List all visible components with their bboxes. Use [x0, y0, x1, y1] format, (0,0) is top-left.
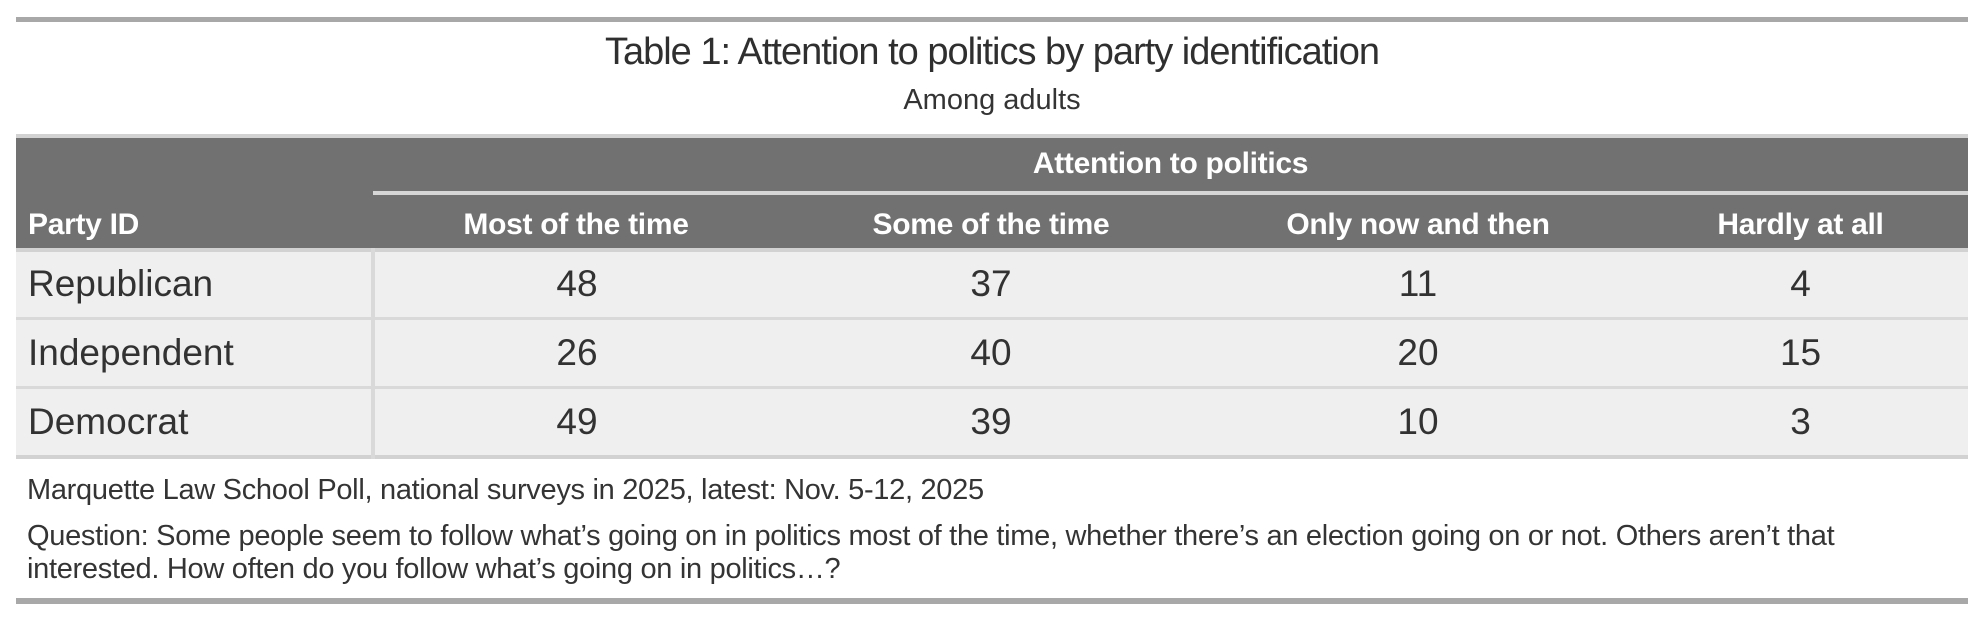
column-header-most-of-the-time: Most of the time [373, 192, 779, 250]
row-label: Independent [16, 317, 375, 388]
table-cell: 26 [373, 317, 779, 388]
row-label: Republican [16, 247, 375, 319]
table-row-independent: Independent 26 40 20 15 [16, 317, 1969, 388]
column-header-row: Party ID Most of the time Some of the ti… [16, 192, 1969, 250]
table-cell: 39 [779, 386, 1203, 457]
column-header-only-now-and-then: Only now and then [1203, 192, 1633, 250]
source-note: Marquette Law School Poll, national surv… [27, 473, 984, 506]
column-header-hardly-at-all: Hardly at all [1633, 192, 1969, 250]
page: Table 1: Attention to politics by party … [0, 17, 1984, 643]
bottom-rule [16, 597, 1968, 604]
table-cell: 3 [1633, 386, 1969, 457]
table-cell: 20 [1203, 317, 1633, 388]
table-row-republican: Republican 48 37 11 4 [16, 247, 1969, 319]
table-cell: 10 [1203, 386, 1633, 457]
group-header-row: Attention to politics [16, 135, 1969, 195]
column-header-party-id: Party ID [16, 192, 373, 250]
column-header-some-of-the-time: Some of the time [779, 192, 1203, 250]
table-header: Attention to politics Party ID Most of t… [16, 135, 1969, 250]
page-subtitle: Among adults [903, 83, 1081, 116]
table-body: Republican 48 37 11 4 Independent 26 40 … [16, 247, 1969, 457]
table-row-democrat: Democrat 49 39 10 3 [16, 386, 1969, 457]
table-cell: 15 [1633, 317, 1969, 388]
table-cell: 11 [1203, 247, 1633, 319]
row-label: Democrat [16, 386, 375, 457]
table-cell: 37 [779, 247, 1203, 319]
table-cell: 40 [779, 317, 1203, 388]
question-note: Question: Some people seem to follow wha… [27, 519, 1835, 585]
page-title: Table 1: Attention to politics by party … [604, 31, 1380, 73]
table-cell: 4 [1633, 247, 1969, 319]
group-header-cell: Attention to politics [373, 135, 1969, 195]
top-rule [16, 17, 1968, 22]
table-cell: 49 [373, 386, 779, 457]
table-cell: 48 [373, 247, 779, 319]
poll-table: Attention to politics Party ID Most of t… [16, 133, 1969, 459]
corner-cell [16, 135, 373, 193]
